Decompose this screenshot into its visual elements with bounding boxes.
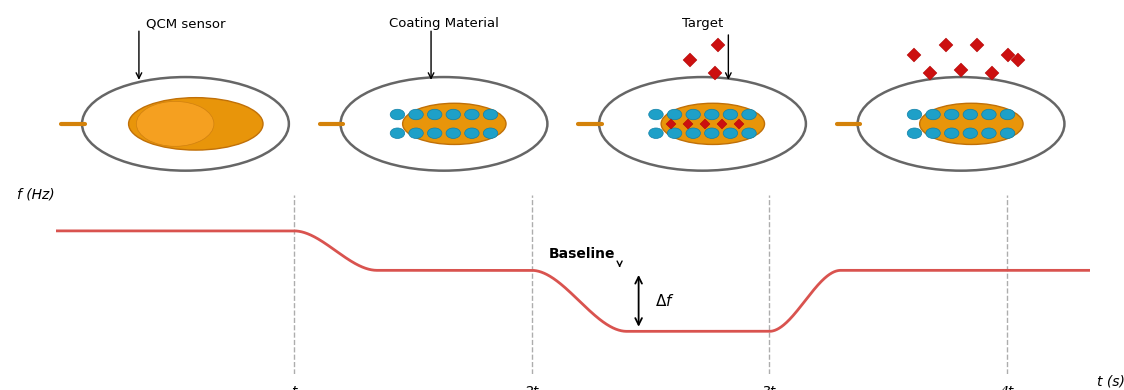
Circle shape: [907, 109, 922, 120]
Text: Coating Material: Coating Material: [389, 17, 499, 30]
Text: $\Delta f$: $\Delta f$: [655, 293, 676, 309]
Circle shape: [944, 128, 959, 138]
Circle shape: [409, 109, 424, 120]
Circle shape: [446, 128, 461, 138]
Circle shape: [483, 128, 498, 138]
Circle shape: [705, 109, 719, 120]
Circle shape: [427, 128, 442, 138]
Circle shape: [464, 109, 479, 120]
Circle shape: [686, 128, 700, 138]
Text: Target: Target: [682, 17, 723, 30]
Text: QCM sensor: QCM sensor: [146, 17, 225, 30]
Circle shape: [723, 109, 737, 120]
Circle shape: [926, 109, 941, 120]
Circle shape: [1000, 128, 1015, 138]
Circle shape: [390, 128, 405, 138]
Ellipse shape: [402, 103, 506, 144]
Text: f (Hz): f (Hz): [17, 188, 55, 202]
Circle shape: [981, 109, 996, 120]
Circle shape: [963, 128, 978, 138]
Circle shape: [944, 109, 959, 120]
Text: t (s): t (s): [1097, 374, 1124, 388]
Text: Baseline: Baseline: [549, 247, 615, 261]
Text: 2t: 2t: [525, 385, 538, 390]
Ellipse shape: [128, 98, 263, 150]
Circle shape: [390, 109, 405, 120]
Circle shape: [483, 109, 498, 120]
Ellipse shape: [661, 103, 764, 144]
Circle shape: [1000, 109, 1015, 120]
Circle shape: [907, 128, 922, 138]
Circle shape: [705, 128, 719, 138]
Circle shape: [409, 128, 424, 138]
Circle shape: [723, 128, 737, 138]
Circle shape: [427, 109, 442, 120]
Circle shape: [686, 109, 700, 120]
Circle shape: [742, 109, 756, 120]
Circle shape: [742, 128, 756, 138]
Text: t: t: [291, 385, 297, 390]
Circle shape: [926, 128, 941, 138]
Circle shape: [981, 128, 996, 138]
Circle shape: [668, 109, 682, 120]
Ellipse shape: [136, 101, 214, 146]
Text: 4t: 4t: [1000, 385, 1014, 390]
Circle shape: [649, 128, 663, 138]
Circle shape: [668, 128, 682, 138]
Ellipse shape: [919, 103, 1023, 144]
Circle shape: [446, 109, 461, 120]
Circle shape: [649, 109, 663, 120]
Circle shape: [963, 109, 978, 120]
Text: 3t: 3t: [762, 385, 777, 390]
Circle shape: [464, 128, 479, 138]
